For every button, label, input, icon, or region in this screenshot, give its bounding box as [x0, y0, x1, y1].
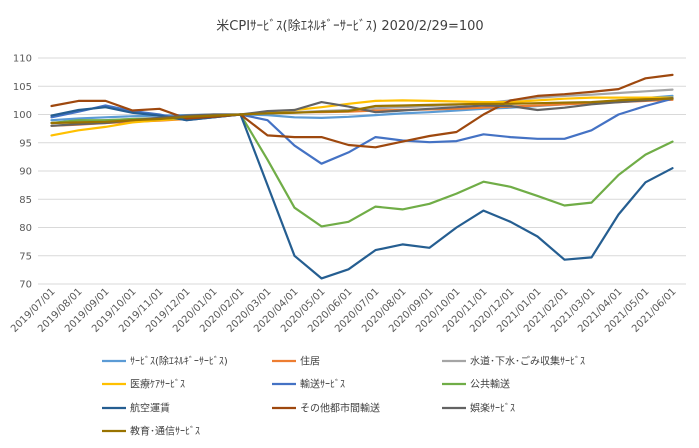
series-line-6: [50, 106, 674, 280]
series-line-4: [50, 97, 674, 165]
legend-label: ｻｰﾋﾞｽ(除ｴﾈﾙｷﾞｰｻｰﾋﾞｽ): [130, 355, 228, 368]
legend-label: 水道･下水･ごみ収集ｻｰﾋﾞｽ: [470, 355, 585, 368]
y-tick-label: 70: [19, 280, 32, 291]
y-tick-label: 95: [19, 138, 32, 149]
legend-label: 航空運賃: [130, 402, 170, 415]
legend: ｻｰﾋﾞｽ(除ｴﾈﾙｷﾞｰｻｰﾋﾞｽ) 住居 水道･下水･ごみ収集ｻｰﾋﾞｽ 医療ｹｱ…: [102, 355, 585, 438]
y-axis: 70 75 80 85 90 95 100 105 110: [13, 54, 32, 291]
series-line-7: [50, 73, 674, 149]
chart-title: 米CPIｻｰﾋﾞｽ(除ｴﾈﾙｷﾞｰｻｰﾋﾞｽ) 2020/2/29=100: [216, 19, 483, 34]
y-tick-label: 100: [13, 110, 32, 121]
y-tick-label: 75: [19, 251, 32, 262]
series-line-3: [50, 96, 674, 137]
y-tick-label: 110: [13, 54, 32, 65]
legend-label: その他都市間輸送: [300, 402, 380, 415]
legend-label: 住居: [300, 355, 320, 368]
series-line-5: [50, 113, 674, 228]
legend-label: 公共輸送: [470, 378, 510, 391]
y-tick-label: 105: [13, 82, 32, 93]
series-lines: [50, 73, 674, 280]
legend-label: 輸送ｻｰﾋﾞｽ: [300, 378, 345, 391]
y-tick-label: 80: [19, 223, 32, 234]
y-tick-label: 90: [19, 167, 32, 178]
legend-label: 娯楽ｻｰﾋﾞｽ: [470, 402, 515, 415]
series-line-9: [50, 97, 674, 125]
x-axis: 2019/07/012019/08/012019/09/012019/10/01…: [9, 286, 679, 335]
legend-label: 教育･通信ｻｰﾋﾞｽ: [130, 425, 200, 438]
legend-label: 医療ｹｱｻｰﾋﾞｽ: [130, 378, 185, 391]
y-tick-label: 85: [19, 195, 32, 206]
